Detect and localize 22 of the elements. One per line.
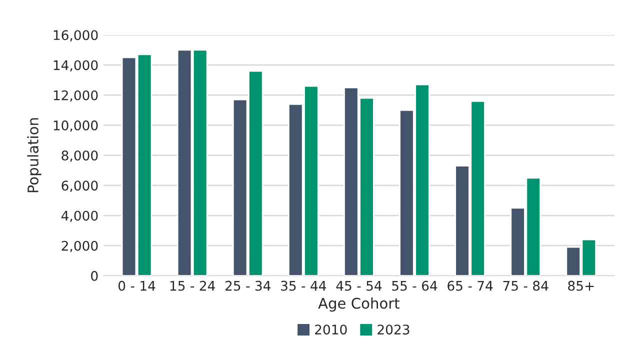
y-tick-label: 6,000 (62, 180, 98, 192)
x-tick-label: 35 - 44 (281, 280, 326, 291)
y-tick-label: 2,000 (62, 240, 98, 252)
y-tick-label: 0 (91, 270, 98, 281)
x-tick-label: 25 - 34 (225, 280, 270, 291)
y-axis-title: Population (27, 118, 42, 192)
x-tick-label: 45 - 54 (336, 280, 382, 291)
y-tick-label: 12,000 (54, 90, 98, 102)
x-axis-title: Age Cohort (318, 298, 400, 312)
y-tick-label: 10,000 (54, 120, 98, 132)
legend-label: 2023 (378, 324, 410, 335)
x-tick-label: 15 - 24 (170, 280, 215, 291)
x-tick-label: 55 - 64 (392, 280, 438, 291)
legend-label: 2010 (315, 324, 347, 335)
x-tick-label: 85+ (568, 280, 594, 291)
y-tick-label: 8,000 (62, 150, 98, 162)
y-tick-label: 16,000 (54, 30, 98, 42)
y-tick-label: 14,000 (54, 60, 98, 72)
x-tick-label: 65 - 74 (448, 280, 493, 291)
x-tick-label: 0 - 14 (118, 280, 156, 291)
y-tick-label: 4,000 (61, 210, 98, 222)
x-tick-label: 75 - 84 (503, 280, 548, 291)
